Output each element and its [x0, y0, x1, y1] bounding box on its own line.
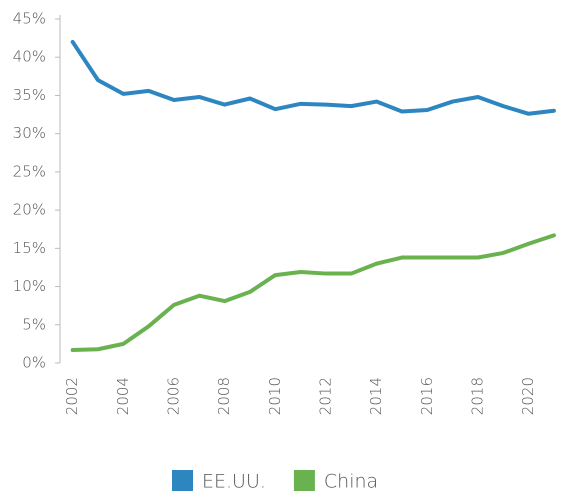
x-tick-label: 2004 [114, 377, 132, 415]
x-tick-label: 2006 [164, 377, 182, 415]
y-tick-label: 15% [13, 239, 46, 257]
legend-label: EE.UU. [202, 471, 266, 493]
x-tick-label: 2020 [519, 377, 537, 415]
legend-label: China [324, 471, 378, 493]
y-tick-label: 35% [13, 86, 46, 104]
y-tick-label: 20% [13, 201, 46, 219]
x-tick-label: 2018 [468, 377, 486, 415]
legend-swatch [172, 470, 193, 491]
y-tick-label: 5% [22, 315, 46, 333]
y-tick-label: 45% [13, 10, 46, 28]
x-tick-label: 2014 [367, 377, 385, 415]
x-tick-label: 2012 [316, 377, 334, 415]
x-tick-label: 2002 [63, 377, 81, 415]
y-tick-label: 25% [13, 162, 46, 180]
line-series [70, 233, 556, 353]
y-tick-label: 0% [22, 354, 46, 372]
line-series [70, 39, 556, 116]
legend-swatch [293, 470, 315, 491]
x-tick-label: 2016 [418, 377, 436, 415]
y-tick-label: 10% [13, 277, 46, 295]
y-tick-label: 30% [13, 124, 46, 142]
x-tick-label: 2010 [266, 377, 284, 415]
y-tick-label: 40% [13, 48, 46, 66]
x-tick-label: 2008 [215, 377, 233, 415]
